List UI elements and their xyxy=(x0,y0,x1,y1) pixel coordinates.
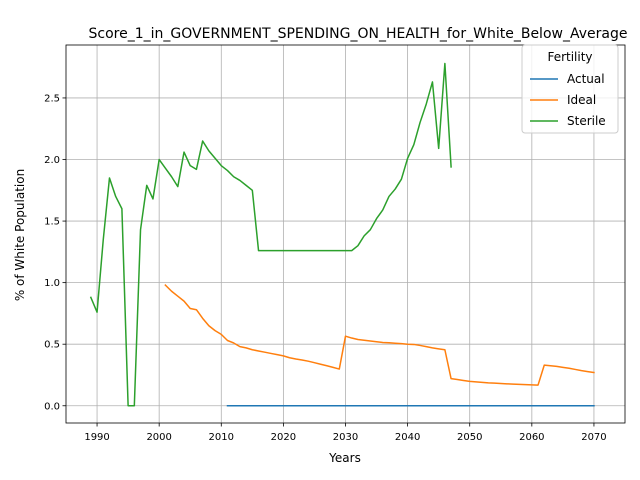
x-tick-label: 2060 xyxy=(519,432,544,443)
y-tick-label: 1.5 xyxy=(44,217,60,228)
x-tick-label: 2040 xyxy=(395,432,420,443)
x-tick-label: 2030 xyxy=(333,432,358,443)
x-tick-label: 2010 xyxy=(209,432,234,443)
series-layer xyxy=(89,62,595,407)
y-tick-label: 1.0 xyxy=(44,278,60,289)
series-line-ideal xyxy=(164,284,595,386)
legend-title: Fertility xyxy=(547,50,592,64)
y-tick-label: 0.5 xyxy=(44,340,60,351)
y-tick-label: 0.0 xyxy=(44,401,60,412)
x-tick-label: 2020 xyxy=(271,432,296,443)
legend: Fertility Actual Ideal Sterile xyxy=(521,44,619,134)
legend-label-sterile: Sterile xyxy=(567,114,606,128)
x-tick-label: 1990 xyxy=(84,432,109,443)
chart-title: Score_1_in_GOVERNMENT_SPENDING_ON_HEALTH… xyxy=(89,26,628,42)
legend-label-actual: Actual xyxy=(567,72,605,86)
x-tick-label: 2000 xyxy=(146,432,171,443)
x-axis-label: Years xyxy=(328,451,361,465)
y-axis-label: % of White Population xyxy=(13,169,27,301)
x-tick-label: 2050 xyxy=(457,432,482,443)
legend-box xyxy=(521,44,619,134)
y-tick-label: 2.5 xyxy=(44,93,60,104)
y-axis-ticks: 0.0 0.5 1.0 1.5 2.0 2.5 xyxy=(44,93,66,412)
x-axis-ticks: 1990 2000 2010 2020 2030 2040 2050 2060 2070 xyxy=(84,423,607,443)
x-tick-label: 2070 xyxy=(581,432,606,443)
series-line-sterile xyxy=(89,62,452,407)
y-tick-label: 2.0 xyxy=(44,155,60,166)
legend-label-ideal: Ideal xyxy=(567,93,596,107)
